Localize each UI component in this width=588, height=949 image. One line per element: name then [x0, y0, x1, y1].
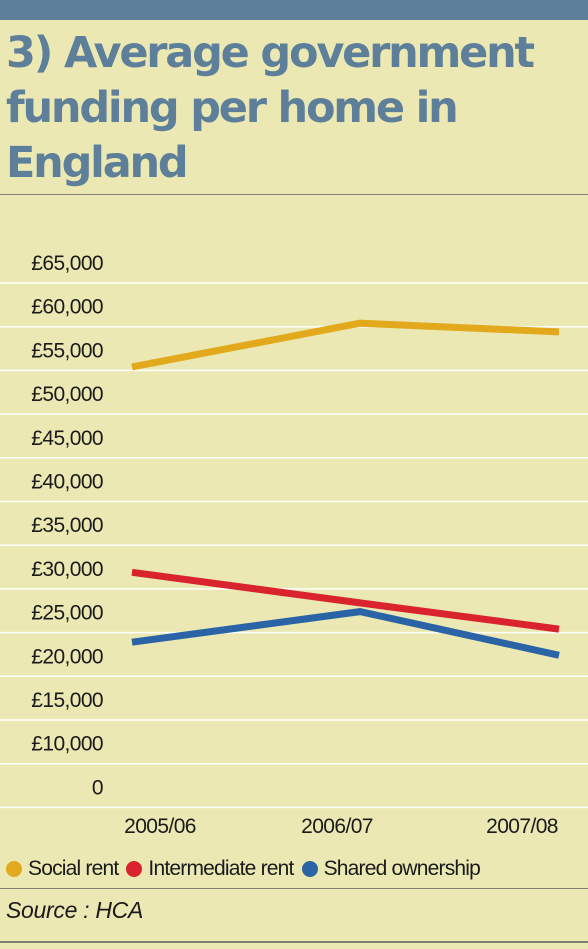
x-tick-label: 2005/06: [124, 815, 196, 838]
x-axis-tick-labels: 2005/06 2006/07 2007/08: [124, 815, 558, 838]
title-divider: [0, 194, 588, 195]
y-tick-label: £25,000: [31, 602, 103, 625]
y-tick-label: £60,000: [31, 296, 103, 319]
y-tick-label: £20,000: [31, 645, 103, 668]
legend: Social rent Intermediate rent Shared owner…: [6, 855, 488, 883]
x-tick-label: 2006/07: [301, 815, 373, 838]
series-line-social-rent: [131, 319, 560, 371]
series-lines: [131, 319, 560, 659]
series-line-shared-ownership: [131, 608, 560, 659]
top-color-bar: [0, 0, 588, 20]
legend-label: Social rent: [28, 857, 119, 880]
legend-marker-icon: [6, 861, 22, 877]
y-tick-label: £55,000: [31, 339, 103, 362]
legend-marker-icon: [301, 861, 318, 877]
chart-title: 3) Average government funding per home i…: [6, 28, 535, 188]
legend-item: Social rent: [6, 857, 119, 881]
y-tick-label: £50,000: [31, 383, 103, 406]
legend-item: Intermediate rent: [126, 857, 294, 881]
series-line-intermediate-rent: [131, 568, 560, 633]
y-tick-label: £45,000: [31, 427, 103, 450]
y-tick-label: 0: [92, 776, 103, 799]
source-divider: [0, 888, 588, 889]
y-tick-label: £30,000: [31, 558, 103, 581]
y-tick-label: £35,000: [31, 514, 103, 537]
line-chart: 0 £10,000 £15,000 £20,000 £25,000 £30,000 £35,…: [0, 252, 588, 838]
legend-marker-icon: [126, 861, 143, 877]
gridlines: [0, 282, 588, 809]
bottom-divider: [0, 941, 588, 943]
legend-label: Intermediate rent: [148, 857, 294, 880]
y-tick-label: £15,000: [31, 689, 103, 712]
y-tick-label: £65,000: [31, 252, 103, 275]
y-axis-tick-labels: 0 £10,000 £15,000 £20,000 £25,000 £30,000 £35,…: [31, 252, 103, 799]
y-tick-label: £10,000: [31, 733, 103, 756]
y-tick-label: £40,000: [31, 471, 103, 494]
legend-label: Shared ownership: [323, 857, 481, 880]
source-note: Source : HCA: [6, 897, 144, 923]
x-tick-label: 2007/08: [486, 815, 558, 838]
legend-item: Shared ownership: [301, 857, 481, 881]
